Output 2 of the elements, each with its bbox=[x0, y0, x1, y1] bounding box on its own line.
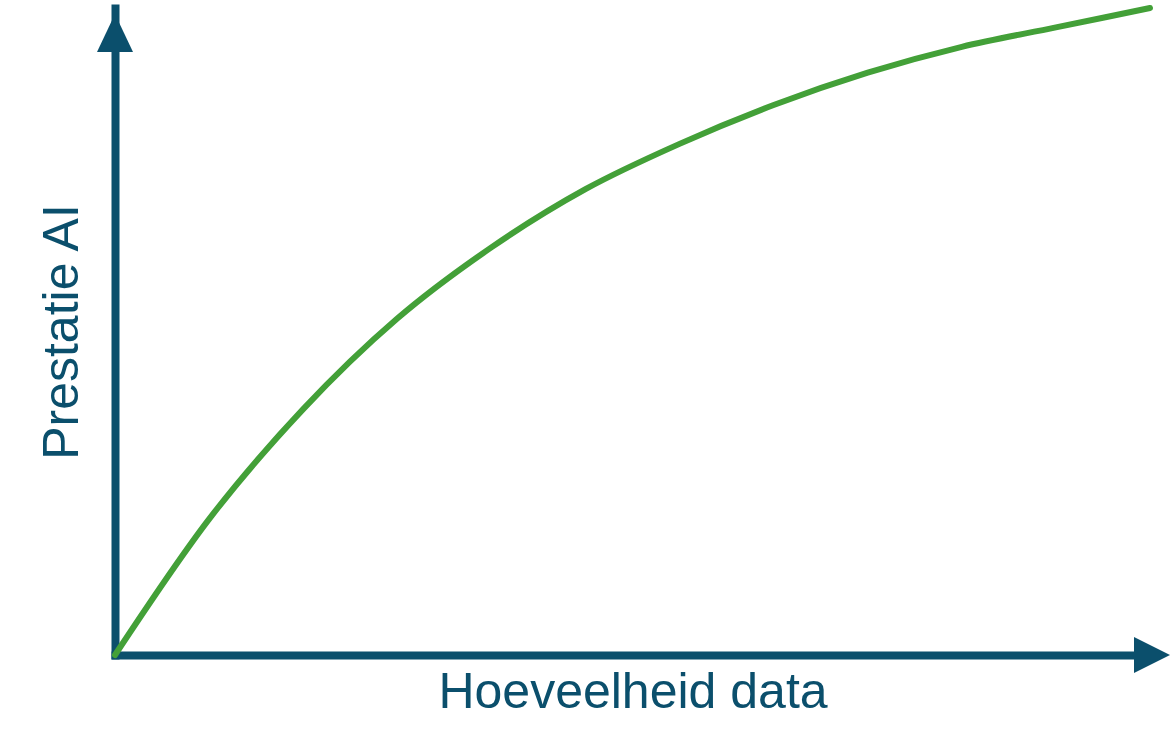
y-axis-title: Prestatie AI bbox=[32, 204, 89, 460]
x-axis-title: Hoeveelheid data bbox=[438, 662, 828, 719]
